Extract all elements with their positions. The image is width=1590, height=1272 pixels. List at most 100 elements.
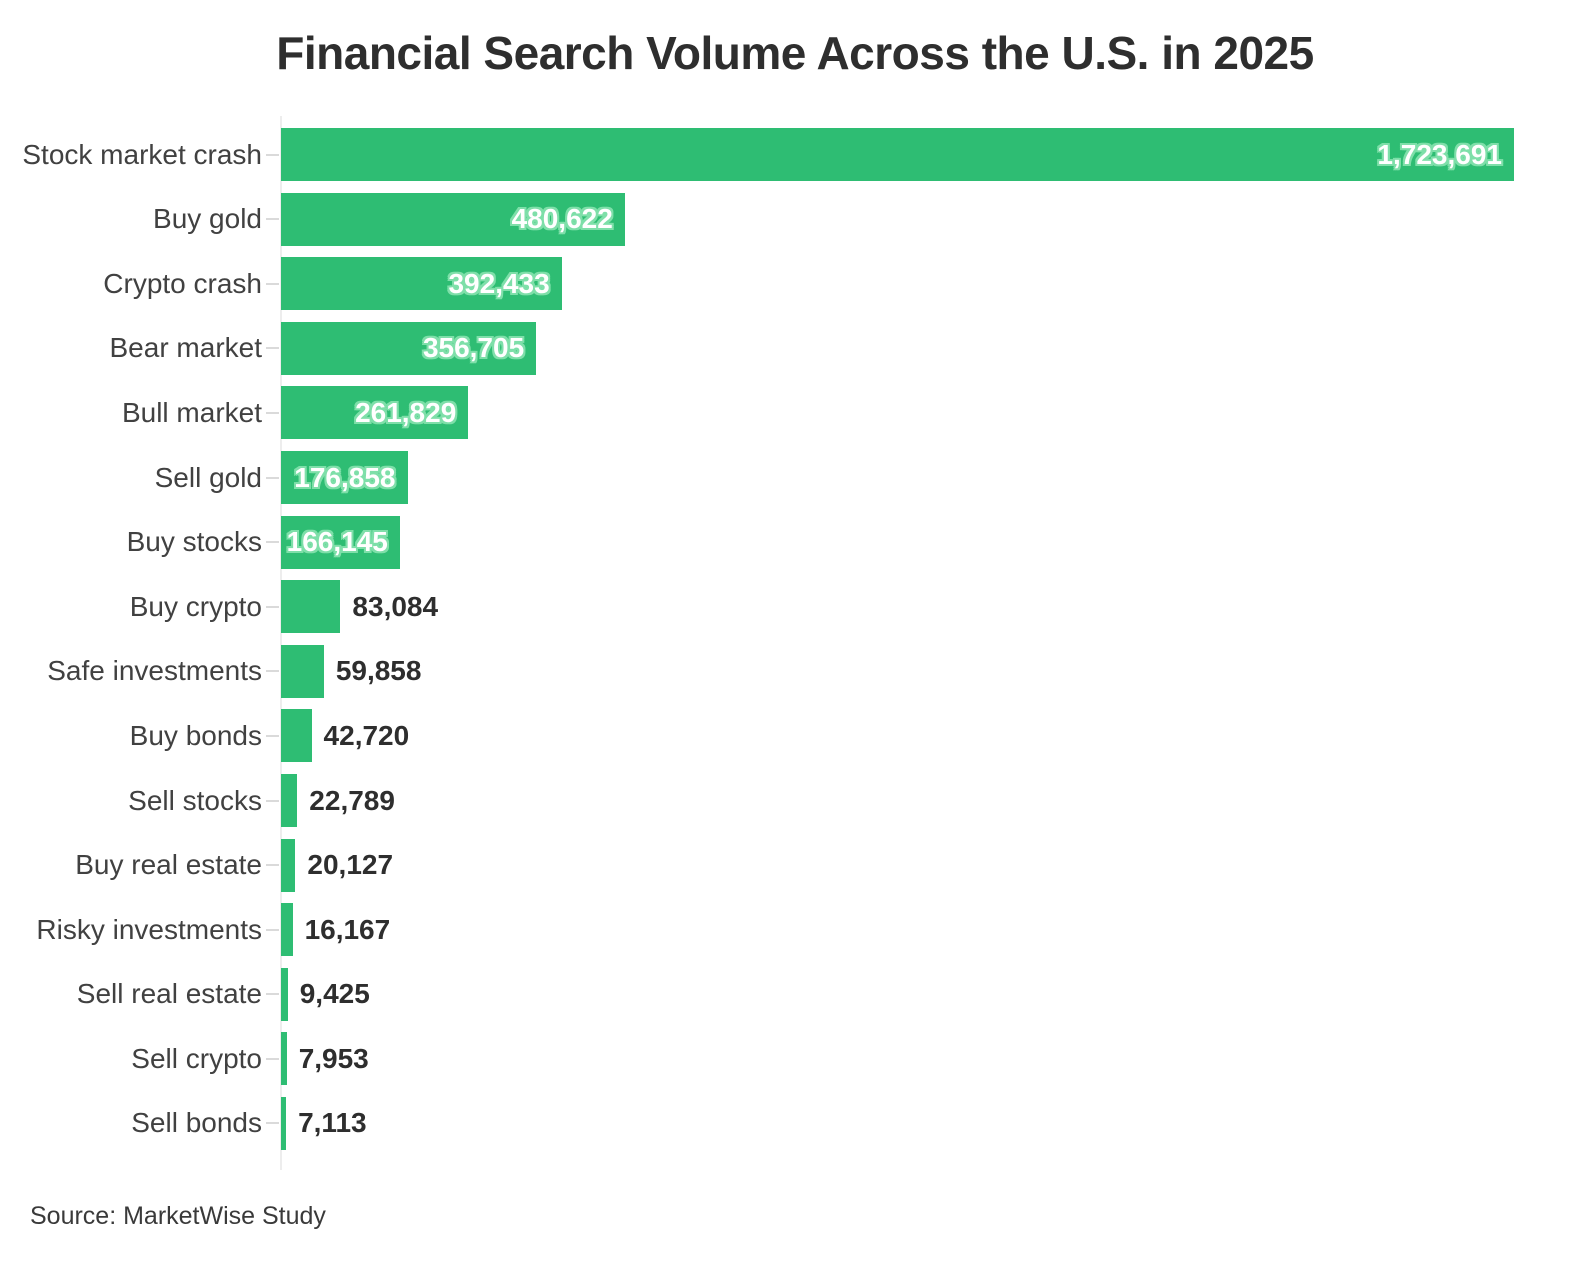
bar <box>281 709 312 763</box>
bar-row: Sell bonds 7,113 <box>0 1091 1590 1156</box>
axis-tick <box>262 251 281 316</box>
axis-tick <box>262 768 281 833</box>
axis-tick <box>262 833 281 898</box>
axis-tick <box>262 897 281 962</box>
bar-row: Stock market crash 1,723,691 <box>0 122 1590 187</box>
bar-row: Crypto crash 392,433 <box>0 251 1590 316</box>
value-label: 7,953 <box>298 1042 369 1074</box>
bar <box>281 580 341 634</box>
tick-mark <box>266 799 279 802</box>
tick-mark <box>266 411 279 414</box>
category-label: Buy crypto <box>129 590 262 622</box>
source-note: Source: MarketWise Study <box>30 1201 326 1230</box>
axis-tick <box>262 574 281 639</box>
category-label: Bear market <box>109 332 263 364</box>
value-label: 42,720 <box>323 719 410 751</box>
tick-mark <box>266 218 279 221</box>
y-axis-line <box>280 116 282 1170</box>
axis-tick <box>262 510 281 575</box>
tick-mark <box>266 153 279 156</box>
bar <box>281 1032 287 1086</box>
category-label: Sell real estate <box>76 978 262 1010</box>
bar: 480,622 <box>281 192 625 246</box>
axis-tick <box>262 187 281 252</box>
bar-track: 7,953 <box>281 1032 1590 1086</box>
category-label: Buy stocks <box>126 526 262 558</box>
value-label: 83,084 <box>352 590 439 622</box>
bar-row: Buy bonds 42,720 <box>0 704 1590 769</box>
bar-track: 42,720 <box>281 709 1590 763</box>
value-label: 176,858 <box>294 461 396 493</box>
bar <box>281 967 288 1021</box>
bar-row: Sell crypto 7,953 <box>0 1027 1590 1092</box>
value-label: 16,167 <box>304 913 391 945</box>
bar <box>281 774 298 827</box>
value-label: 7,113 <box>298 1107 367 1139</box>
value-label: 9,425 <box>299 978 370 1010</box>
bar: 166,145 <box>281 515 400 569</box>
axis-tick <box>262 122 281 187</box>
bar-track: 16,167 <box>281 903 1590 957</box>
bar-row: Buy real estate 20,127 <box>0 833 1590 898</box>
tick-mark <box>266 1122 279 1125</box>
bar-track: 166,145 <box>281 515 1590 569</box>
bar-track: 7,113 <box>281 1096 1590 1150</box>
bar-row: Sell real estate 9,425 <box>0 962 1590 1027</box>
category-label: Buy gold <box>153 203 262 235</box>
bar-track: 480,622 <box>281 192 1590 246</box>
tick-mark <box>266 541 279 544</box>
value-label: 392,433 <box>448 267 550 299</box>
bar-row: Bull market 261,829 <box>0 381 1590 446</box>
bar-chart: Stock market crash 1,723,691 Buy gold 480,6… <box>0 116 1590 1170</box>
value-label: 480,622 <box>511 203 613 235</box>
bar: 1,723,691 <box>281 128 1514 182</box>
tick-mark <box>266 476 279 479</box>
axis-tick <box>262 1027 281 1092</box>
category-label: Buy bonds <box>129 719 262 751</box>
bar-track: 9,425 <box>281 967 1590 1021</box>
category-label: Sell gold <box>154 461 262 493</box>
bar <box>281 644 324 698</box>
bar-rows: Stock market crash 1,723,691 Buy gold 480,6… <box>0 122 1590 1156</box>
category-label: Sell bonds <box>131 1107 262 1139</box>
axis-tick <box>262 639 281 704</box>
category-label: Safe investments <box>47 655 262 687</box>
tick-mark <box>266 670 279 673</box>
axis-tick <box>262 704 281 769</box>
bar <box>281 903 293 957</box>
value-label: 356,705 <box>422 332 525 364</box>
bar: 261,829 <box>281 386 469 440</box>
bar-track: 392,433 <box>281 257 1590 311</box>
tick-mark <box>266 928 279 931</box>
bar-track: 20,127 <box>281 838 1590 892</box>
bar-row: Buy stocks 166,145 <box>0 510 1590 575</box>
bar-row: Risky investments 16,167 <box>0 897 1590 962</box>
bar-track: 261,829 <box>281 386 1590 440</box>
tick-mark <box>266 734 279 737</box>
bar-row: Buy gold 480,622 <box>0 187 1590 252</box>
tick-mark <box>266 282 279 285</box>
value-label: 22,789 <box>309 784 395 816</box>
category-label: Sell crypto <box>131 1042 262 1074</box>
value-label: 1,723,691 <box>1377 138 1502 170</box>
category-label: Buy real estate <box>75 849 262 881</box>
bar-track: 59,858 <box>281 644 1590 698</box>
bar-row: Sell gold 176,858 <box>0 445 1590 510</box>
tick-mark <box>266 993 279 996</box>
bar: 356,705 <box>281 321 537 375</box>
category-label: Bull market <box>121 396 262 428</box>
bar-row: Bear market 356,705 <box>0 316 1590 381</box>
category-label: Stock market crash <box>22 138 262 170</box>
category-label: Sell stocks <box>128 784 262 816</box>
axis-tick <box>262 316 281 381</box>
category-label: Risky investments <box>36 913 262 945</box>
value-label: 20,127 <box>307 849 394 881</box>
bar-track: 356,705 <box>281 321 1590 375</box>
value-label: 166,145 <box>286 526 388 558</box>
bar <box>281 838 296 892</box>
bar: 176,858 <box>281 451 408 505</box>
bar-track: 83,084 <box>281 580 1590 634</box>
tick-mark <box>266 347 279 350</box>
tick-mark <box>266 1057 279 1060</box>
value-label: 261,829 <box>355 396 457 428</box>
